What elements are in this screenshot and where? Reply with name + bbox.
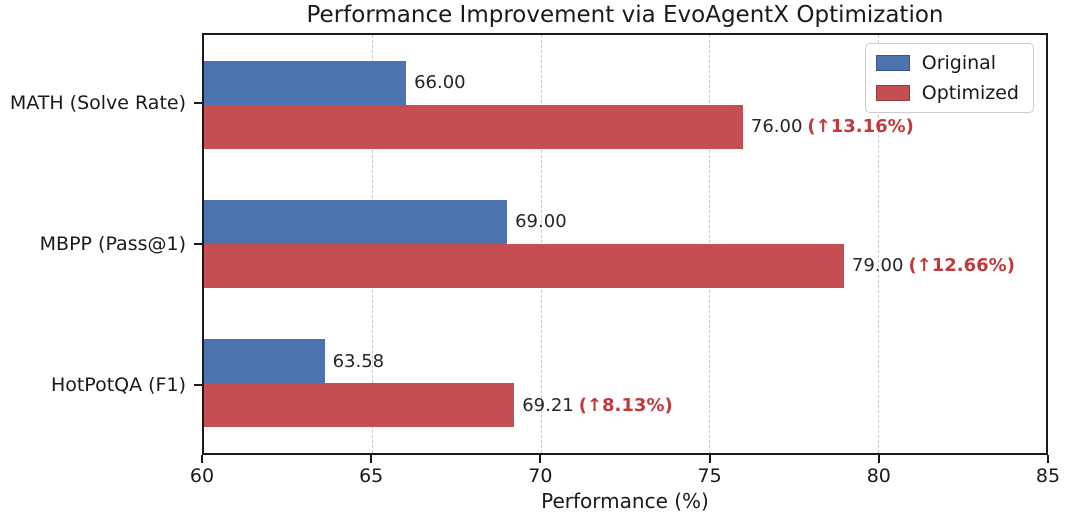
x-tick-mark (877, 455, 880, 463)
plot-area: 66.00 76.00 (↑13.16%) 69.00 79.00 (↑12.66%) 63… (202, 33, 1048, 455)
x-tick-label: 80 (866, 465, 891, 487)
legend-item: Original (875, 52, 1019, 74)
y-tick-mark (194, 243, 202, 245)
bar-annotation: (↑12.66%) (908, 255, 1015, 277)
bar-optimized (204, 383, 515, 428)
bar-row: 66.00 (204, 60, 1046, 105)
legend: Original Optimized (864, 43, 1034, 113)
x-axis-title: Performance (%) (541, 489, 709, 513)
x-tick-mark (370, 455, 373, 463)
bar-group: 63.58 69.21 (↑8.13%) (204, 314, 1046, 453)
y-category-label: MBPP (Pass@1) (39, 233, 186, 255)
legend-item: Optimized (875, 82, 1019, 104)
bar-optimized (204, 243, 844, 288)
x-tick-label: 60 (189, 465, 215, 487)
bar-original (204, 60, 407, 105)
bar-row: 76.00 (↑13.16%) (204, 104, 1046, 149)
x-tick-mark (201, 455, 203, 463)
bar-original (204, 199, 508, 244)
gridline (877, 35, 879, 453)
x-tick-mark (539, 455, 542, 463)
bar-groups-container: 66.00 76.00 (↑13.16%) 69.00 79.00 (↑12.66%) 63… (204, 35, 1046, 453)
bar-value-label: 63.58 (332, 350, 385, 372)
x-tick-mark (1047, 455, 1049, 463)
x-tick-label: 75 (697, 465, 722, 487)
bar-value-label: 66.00 (414, 72, 466, 94)
x-tick-label: 65 (359, 465, 384, 487)
legend-swatch-optimized (875, 85, 910, 101)
bar-annotation: (↑8.13%) (578, 394, 673, 416)
x-tick-label: 85 (1035, 465, 1061, 487)
y-category-label: MATH (Solve Rate) (9, 92, 186, 115)
bar-value-label: 79.00 (851, 255, 904, 277)
bar-annotation: (↑13.16%) (807, 116, 914, 138)
bar-optimized (204, 104, 743, 149)
bar-group: 69.00 79.00 (↑12.66%) (204, 174, 1046, 313)
bar-row: 63.58 (204, 339, 1046, 384)
x-tick-label: 70 (528, 465, 553, 487)
bar-row: 69.00 (204, 199, 1046, 244)
y-tick-mark (194, 102, 202, 105)
x-tick-mark (708, 455, 711, 463)
bar-row: 79.00 (↑12.66%) (204, 243, 1046, 288)
bar-row: 69.21 (↑8.13%) (204, 383, 1046, 428)
bar-value-label: 76.00 (750, 116, 803, 138)
y-category-label: HotPotQA (F1) (50, 373, 186, 396)
legend-label: Optimized (921, 82, 1019, 104)
bar-value-label: 69.00 (515, 211, 567, 233)
y-tick-mark (194, 383, 202, 386)
legend-label: Original (921, 52, 997, 74)
bar-original (204, 339, 325, 384)
bar-value-label: 69.21 (522, 394, 574, 416)
chart-title: Performance Improvement via EvoAgentX Op… (306, 2, 944, 28)
bar-group: 66.00 76.00 (↑13.16%) (204, 35, 1046, 174)
legend-swatch-original (875, 55, 910, 71)
